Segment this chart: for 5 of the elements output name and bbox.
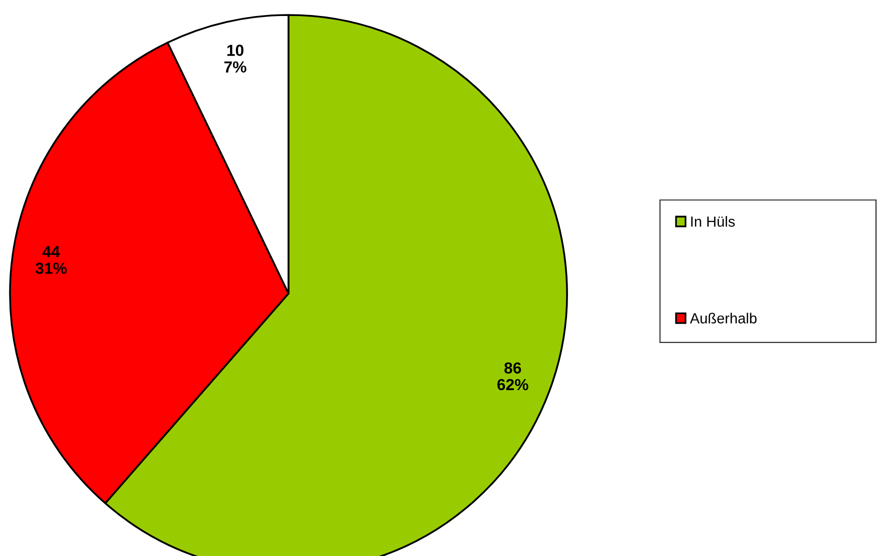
data-label: 86 62%: [497, 362, 528, 390]
legend-label: Außerhalb: [690, 312, 757, 324]
data-label: 44 31%: [36, 246, 67, 274]
data-label: 10 7%: [224, 44, 246, 73]
legend-label: In Hüls: [691, 216, 735, 227]
